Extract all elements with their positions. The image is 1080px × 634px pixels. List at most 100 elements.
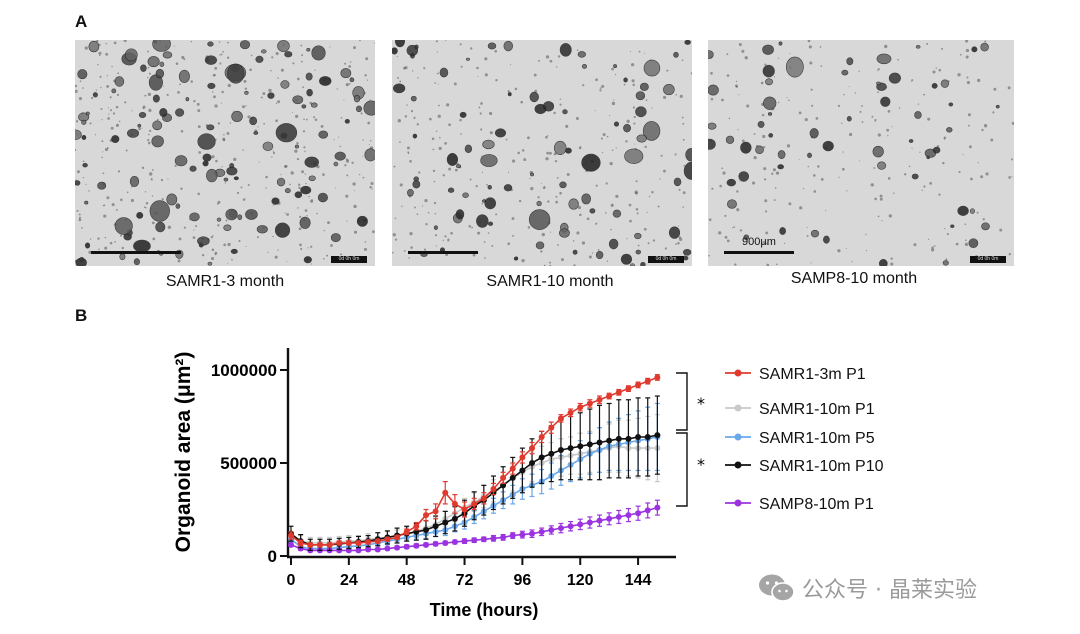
debris-speck — [871, 115, 874, 118]
debris-speck — [183, 58, 186, 61]
debris-speck — [679, 94, 683, 98]
organoid — [529, 91, 539, 103]
debris-speck — [854, 92, 856, 94]
organoid — [206, 168, 218, 183]
debris-speck — [233, 157, 237, 161]
data-point — [384, 536, 391, 543]
organoid — [88, 40, 100, 53]
debris-speck — [762, 146, 766, 149]
debris-speck — [364, 241, 367, 243]
organoid — [809, 128, 819, 139]
series-samr1-3m-p1 — [288, 374, 661, 548]
debris-speck — [274, 255, 278, 259]
organoid — [225, 208, 238, 221]
organoid — [233, 176, 239, 181]
debris-speck — [302, 86, 305, 89]
organoid — [137, 123, 142, 128]
debris-speck — [448, 167, 452, 171]
organoid — [355, 105, 362, 113]
organoid — [244, 90, 249, 95]
data-point — [567, 409, 574, 416]
data-point — [365, 539, 372, 546]
debris-speck — [495, 78, 498, 82]
debris-speck — [190, 40, 193, 43]
debris-speck — [432, 148, 435, 151]
debris-speck — [983, 124, 988, 128]
debris-speck — [911, 147, 913, 149]
debris-speck — [913, 243, 917, 247]
debris-speck — [358, 173, 361, 176]
debris-speck — [142, 107, 145, 110]
debris-speck — [763, 167, 767, 171]
debris-speck — [180, 187, 183, 190]
debris-speck — [718, 231, 722, 235]
organoid — [412, 133, 418, 139]
data-point — [615, 389, 622, 396]
debris-speck — [392, 233, 396, 237]
organoid — [968, 238, 979, 249]
debris-speck — [599, 89, 602, 92]
data-point — [432, 508, 439, 515]
debris-speck — [810, 262, 812, 264]
data-point — [432, 523, 439, 530]
debris-speck — [977, 162, 979, 164]
organoid — [623, 77, 628, 83]
debris-speck — [145, 207, 147, 209]
debris-speck — [436, 51, 438, 53]
debris-speck — [964, 242, 969, 247]
debris-speck — [183, 226, 186, 229]
organoid — [301, 104, 307, 109]
organoid — [668, 226, 681, 239]
debris-speck — [352, 182, 356, 186]
debris-speck — [479, 112, 482, 115]
organoid — [683, 255, 689, 261]
debris-speck — [149, 129, 152, 132]
debris-speck — [193, 100, 196, 103]
organoid — [245, 209, 258, 220]
debris-speck — [764, 199, 768, 203]
debris-speck — [710, 71, 713, 75]
debris-speck — [115, 105, 119, 109]
debris-speck — [738, 43, 742, 47]
debris-speck — [765, 231, 769, 235]
data-point — [577, 404, 584, 411]
debris-speck — [560, 258, 564, 262]
data-point — [451, 515, 458, 522]
debris-speck — [897, 58, 899, 61]
organoid — [503, 40, 513, 52]
debris-speck — [450, 231, 453, 235]
debris-speck — [416, 213, 419, 216]
debris-speck — [798, 111, 802, 115]
organoid — [253, 131, 259, 135]
debris-speck — [101, 156, 103, 159]
organoid — [778, 41, 783, 46]
organoid — [762, 64, 775, 78]
debris-speck — [494, 49, 498, 53]
debris-speck — [646, 211, 648, 214]
debris-speck — [606, 135, 609, 138]
organoid — [642, 121, 661, 141]
debris-speck — [659, 178, 661, 180]
debris-speck — [214, 104, 218, 108]
debris-speck — [85, 183, 87, 186]
debris-speck — [97, 64, 99, 66]
debris-speck — [807, 40, 811, 43]
organoid — [487, 42, 497, 50]
organoid — [846, 116, 852, 122]
debris-speck — [219, 62, 222, 65]
debris-speck — [477, 76, 479, 78]
organoid — [140, 64, 147, 72]
organoid — [553, 140, 567, 155]
organoid — [292, 95, 304, 105]
organoid — [725, 135, 735, 144]
debris-speck — [595, 78, 598, 82]
debris-speck — [966, 76, 969, 79]
debris-speck — [710, 97, 714, 101]
debris-speck — [99, 54, 101, 57]
organoid — [608, 238, 619, 250]
data-point — [461, 506, 468, 513]
debris-speck — [549, 264, 552, 266]
debris-speck — [638, 50, 641, 53]
debris-speck — [520, 100, 524, 104]
debris-speck — [236, 191, 240, 195]
